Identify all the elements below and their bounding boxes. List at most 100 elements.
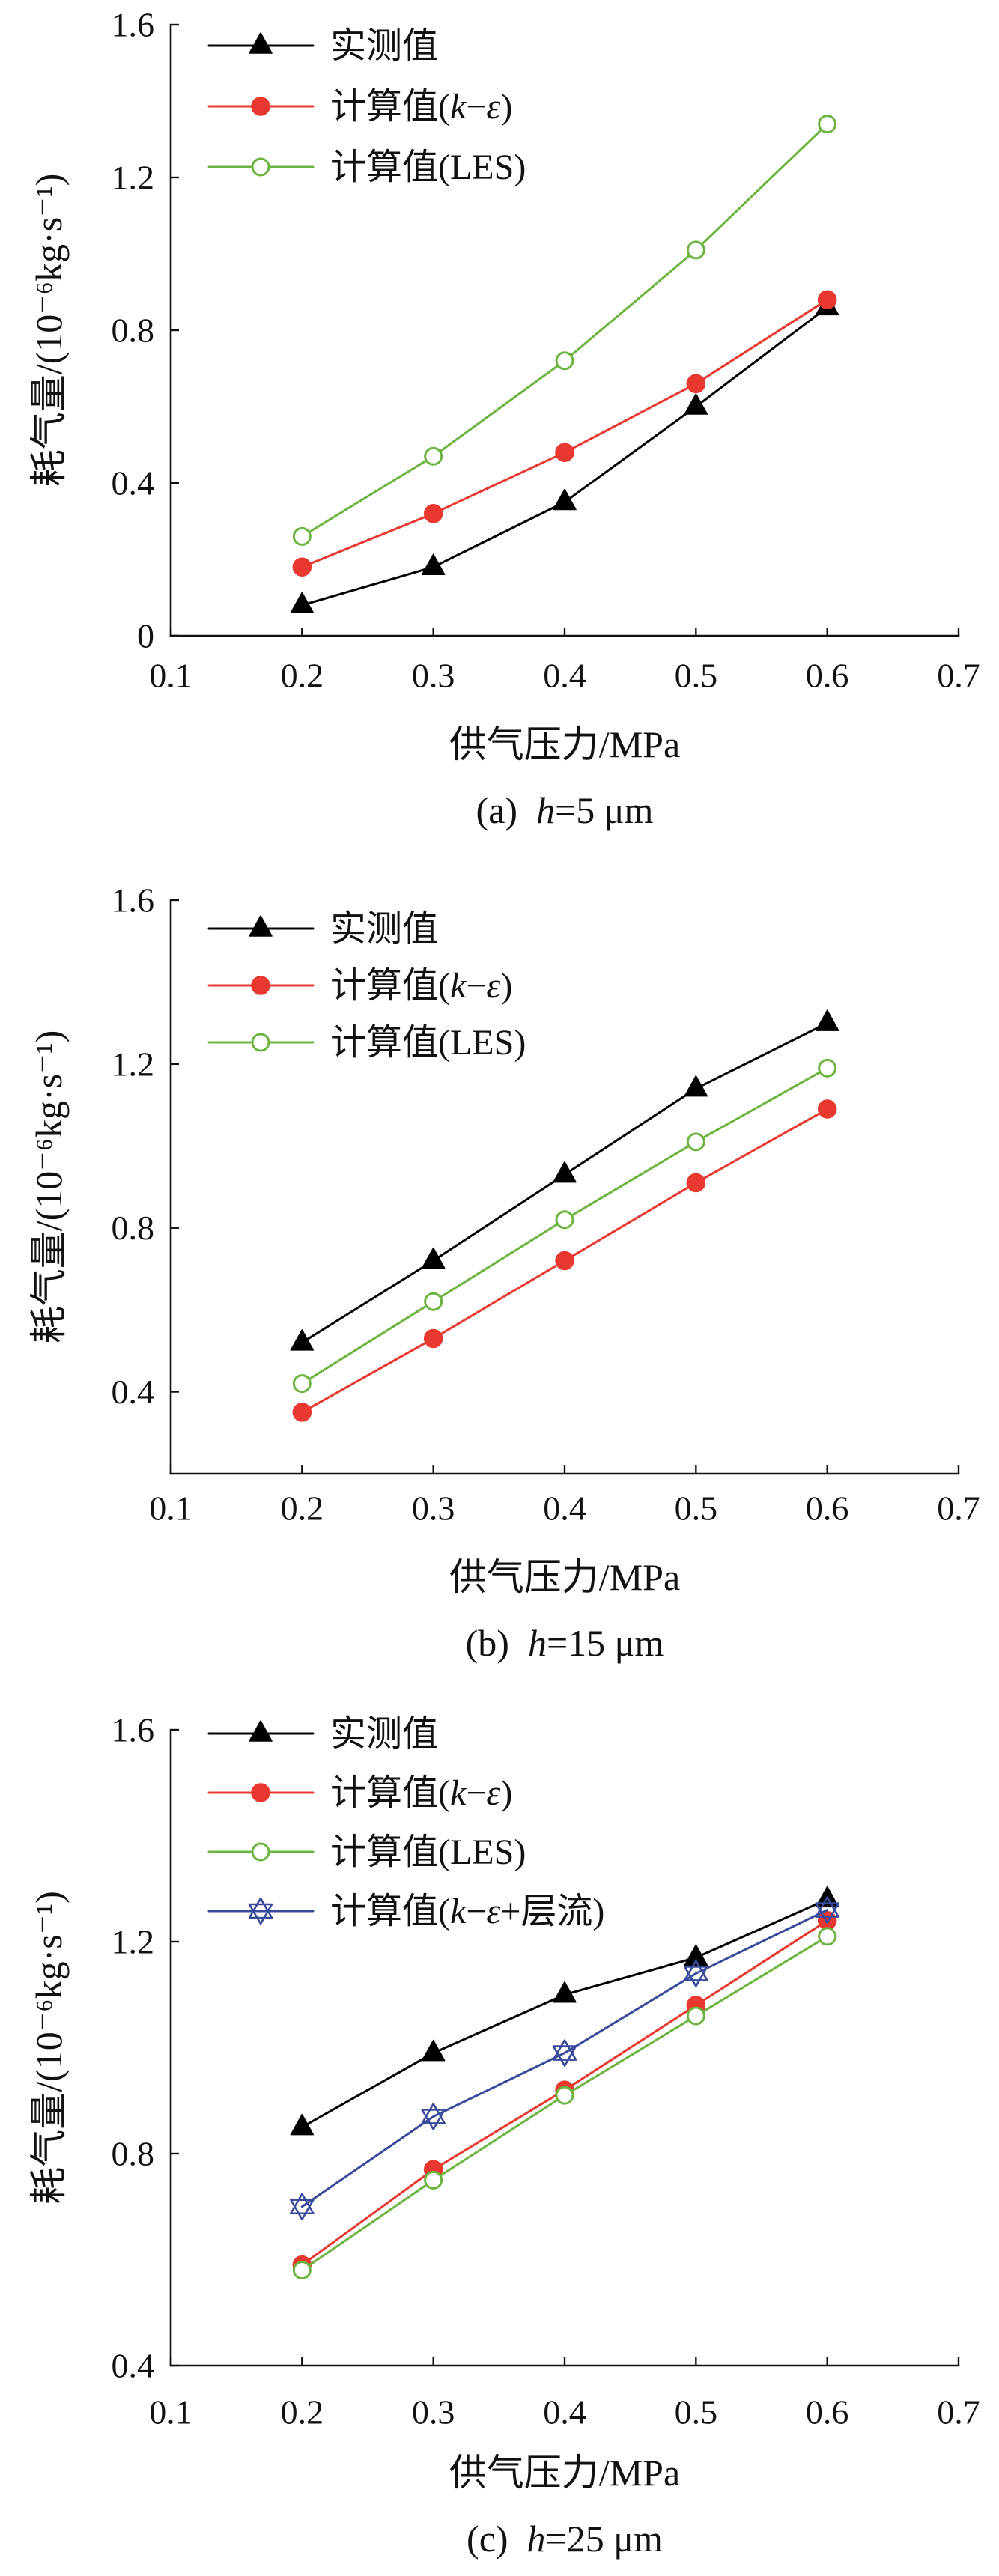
chart-a-series-2-point-3 — [555, 443, 574, 462]
chart-c-legend-item-1: 实测值 — [207, 1714, 438, 1754]
chart-c-series-4-point-3-shape — [552, 2039, 577, 2061]
chart-a-series-1-point-1-shape — [290, 592, 315, 613]
chart-c-series-4-point-4-shape — [684, 1966, 708, 1987]
chart-a-legend-marker-shape — [251, 157, 270, 177]
chart-b-series-1 — [290, 1009, 839, 1351]
chart-c-legend-marker-shape — [251, 1783, 270, 1802]
chart-b-series-3-point-4 — [686, 1132, 705, 1152]
chart-b-series-2-point-4 — [686, 1173, 706, 1193]
chart-b-series-1-point-4 — [684, 1075, 708, 1097]
chart-c-series-3-point-4-shape — [686, 2006, 705, 2026]
chart-c-series-4-point-5-shape — [815, 1896, 839, 1918]
chart-a-series-3-point-1-shape — [292, 526, 312, 546]
chart-a-series-2-point-5-shape — [817, 290, 837, 309]
chart-a-series-2-point-2-shape — [423, 504, 443, 523]
chart-b-x-axis-label: 供气压力/MPa — [449, 1556, 680, 1598]
chart-b-series-1-line — [300, 1021, 829, 1344]
chart-a-series-2-point-4-shape — [686, 374, 706, 394]
chart-b-series-2 — [292, 1099, 837, 1422]
chart-a-x-tick-label: 0.7 — [937, 657, 980, 695]
chart-a-legend-marker-shape — [249, 32, 273, 54]
chart-c-legend-label: 计算值(k−ε) — [330, 1773, 512, 1813]
chart-a-series-1-point-2-shape — [421, 553, 446, 575]
chart-c-legend-item-2: 计算值(k−ε) — [207, 1773, 512, 1813]
chart-b-x-tick-label: 0.7 — [937, 1489, 980, 1528]
chart-c-x-tick-label: 0.1 — [149, 2393, 192, 2431]
chart-a-series-3-point-4-shape — [686, 240, 705, 260]
chart-b-x-tick-label: 0.2 — [281, 1489, 324, 1528]
chart-a-x-tick-label: 0.6 — [806, 657, 849, 695]
chart-c-series-4-point-4-shape — [684, 1960, 708, 1981]
chart-b-series-2-point-5-shape — [817, 1099, 837, 1119]
chart-c-series-4-point-5-shape — [815, 1902, 839, 1924]
chart-c-series-3-point-1 — [292, 2261, 312, 2280]
chart-c-y-tick-label: 1.2 — [112, 1923, 155, 1961]
chart-c-y-tick-label: 0.8 — [112, 2135, 155, 2173]
chart-c-series-1 — [290, 1886, 839, 2136]
chart-a-x-tick-label: 0.5 — [675, 657, 718, 695]
chart-b-legend-marker — [249, 915, 273, 937]
chart-a-series-1-point-2 — [421, 553, 446, 575]
chart-c-y-axis-label: 耗气量/(10⁻⁶kg·s⁻¹) — [28, 1891, 70, 2205]
chart-a-legend-label: 计算值(k−ε) — [330, 87, 512, 127]
chart-c-legend-marker-shape — [251, 1842, 270, 1862]
chart-b-x-tick-label: 0.6 — [806, 1489, 849, 1528]
chart-a-legend-marker-shape — [251, 97, 270, 116]
chart-c-series-3-point-3 — [555, 2086, 574, 2105]
chart-a-series-2-point-2 — [423, 504, 443, 523]
chart-b-series-1-point-5 — [815, 1009, 839, 1031]
chart-c-legend-item-3: 计算值(LES) — [207, 1832, 526, 1872]
chart-b-legend-marker — [251, 1033, 270, 1052]
chart-b-legend-label: 计算值(k−ε) — [330, 966, 512, 1006]
chart-a-series-2-point-1 — [292, 557, 312, 577]
chart-c-series-4-point-2-shape — [421, 2109, 446, 2130]
chart-c-series-1-point-1 — [290, 2113, 315, 2136]
chart-a-legend-label: 计算值(LES) — [330, 148, 526, 187]
chart-c-series-3-point-2-shape — [424, 2170, 443, 2190]
chart-c-series-3-point-3-shape — [555, 2086, 574, 2105]
chart-c-x-tick-label: 0.2 — [281, 2393, 324, 2431]
chart-b-series-3-point-5-shape — [818, 1058, 837, 1078]
chart-b-x-tick-label: 0.4 — [543, 1489, 586, 1528]
chart-b-series-2-point-1 — [292, 1403, 312, 1422]
chart-c-series-3 — [292, 1927, 837, 2280]
chart-a-series-1-point-4 — [684, 393, 708, 415]
chart-b-legend-item-3: 计算值(LES) — [207, 1023, 526, 1063]
chart-a-y-tick-label: 0.4 — [112, 464, 155, 502]
chart-b-y-tick-label: 1.2 — [112, 1045, 155, 1083]
chart-b-legend-marker-shape — [251, 1033, 270, 1052]
chart-a-series-3-point-5-shape — [818, 115, 837, 134]
chart-c-legend-label: 实测值 — [330, 1714, 438, 1754]
chart-a-x-tick-label: 0.3 — [412, 657, 455, 695]
chart-a-series-3-point-1 — [292, 526, 312, 546]
chart-b-legend-marker-shape — [249, 915, 273, 937]
chart-a-y-axis-label: 耗气量/(10⁻⁶kg·s⁻¹) — [28, 174, 70, 487]
chart-c-legend-marker-shape — [249, 1720, 273, 1742]
chart-b-series-2-point-2-shape — [423, 1328, 443, 1349]
chart-b-series-2-point-3-shape — [555, 1251, 574, 1271]
chart-a-series-3-point-3 — [555, 351, 574, 371]
chart-c-legend-item-4: 计算值(k−ε+层流) — [207, 1892, 604, 1931]
chart-c-y-tick-label: 0.4 — [112, 2347, 155, 2385]
chart-c-series-4-point-1 — [290, 2193, 315, 2221]
chart-b-x-tick-label: 0.1 — [149, 1489, 192, 1528]
chart-c-x-tick-label: 0.4 — [543, 2393, 586, 2431]
chart-b-series-3-point-1-shape — [292, 1374, 312, 1394]
chart-b-legend-item-1: 实测值 — [207, 909, 438, 949]
chart-b-series-3-point-3 — [555, 1210, 574, 1230]
chart-a-x-axis-label: 供气压力/MPa — [449, 723, 680, 765]
chart-c-series-3-point-4 — [686, 2006, 705, 2026]
chart-a-series-1-point-3-shape — [553, 488, 577, 511]
chart-a-legend-item-1: 实测值 — [207, 26, 438, 66]
chart-b-legend-label: 计算值(LES) — [330, 1023, 526, 1063]
chart-a-series-2-point-4 — [686, 374, 706, 394]
chart-c-series-1-point-2-shape — [421, 2039, 446, 2062]
chart-b-series-3-point-1 — [292, 1374, 312, 1394]
chart-a-series-3-point-2 — [424, 446, 443, 466]
chart-a-y-tick-label: 1.6 — [112, 6, 155, 44]
chart-c-x-tick-label: 0.3 — [412, 2393, 455, 2431]
chart-b-series-3-point-4-shape — [686, 1132, 705, 1152]
